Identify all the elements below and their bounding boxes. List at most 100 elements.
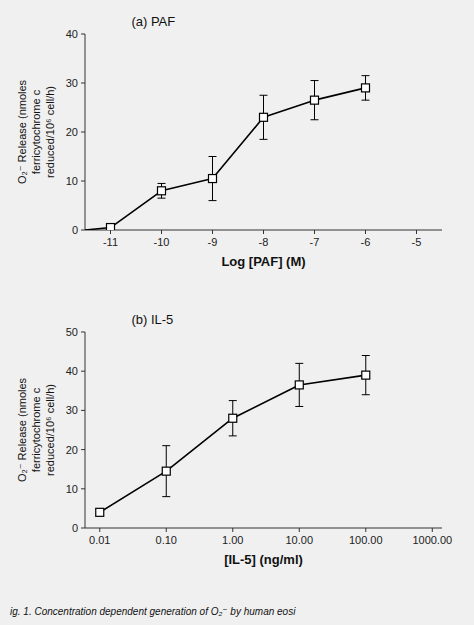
background [0, 0, 474, 625]
error-cap [229, 435, 237, 436]
y-tick [81, 528, 85, 529]
error-cap [229, 400, 237, 401]
y-tick-label: 30 [66, 404, 78, 416]
x-tick-label: 10.00 [286, 534, 314, 546]
y-tick-label: 10 [66, 483, 78, 495]
error-cap [295, 406, 303, 407]
marker [229, 414, 237, 422]
error-bar [158, 183, 166, 198]
error-bar [362, 356, 370, 395]
y-tick [81, 449, 85, 450]
error-cap [362, 355, 370, 356]
x-tick [263, 230, 264, 234]
y-tick [81, 230, 85, 231]
x-tick-label: -5 [412, 236, 422, 248]
x-tick [299, 528, 300, 532]
y-tick [81, 132, 85, 133]
error-cap [209, 156, 217, 157]
panel: 0.01 0.10 1.00 10.00 100.00 1000.00 0 10 20 30 40 5… [16, 312, 452, 567]
x-tick-label: 1.00 [222, 534, 243, 546]
error-bar [311, 81, 319, 120]
y-tick-label: 30 [66, 77, 78, 89]
x-tick-label: -11 [103, 236, 118, 248]
x-tick [212, 230, 213, 234]
y-tick [81, 332, 85, 333]
x-axis-label: Log [PAF] (M) [221, 254, 305, 269]
y-axis [85, 332, 86, 528]
error-bar [162, 446, 170, 497]
x-tick [110, 230, 111, 234]
error-cap [295, 363, 303, 364]
error-cap [158, 183, 166, 184]
marker [209, 175, 217, 183]
error-bar [295, 363, 303, 406]
x-tick [166, 528, 167, 532]
y-tick-label: 10 [66, 175, 78, 187]
x-tick [416, 230, 417, 234]
y-tick-label: 0 [72, 224, 78, 236]
plot-area [96, 356, 370, 517]
y-axis-label: O₂⁻ Release (nmolesferricytochrome credu… [16, 79, 56, 184]
marker [158, 187, 166, 195]
marker [362, 371, 370, 379]
error-cap [158, 198, 166, 199]
y-tick [81, 34, 85, 35]
x-tick [314, 230, 315, 234]
line [100, 375, 366, 512]
plot-area [85, 76, 370, 230]
error-cap [362, 100, 370, 101]
marker [260, 113, 268, 121]
x-axis [85, 528, 442, 529]
error-bar [229, 401, 237, 436]
x-tick-label: -6 [361, 236, 371, 248]
x-tick-label: -8 [259, 236, 269, 248]
x-tick [365, 230, 366, 234]
y-tick-label: 20 [66, 126, 78, 138]
x-tick-label: -10 [154, 236, 170, 248]
marker [107, 224, 115, 230]
line [85, 88, 366, 230]
error-cap [311, 80, 319, 81]
x-tick [232, 528, 233, 532]
marker [96, 508, 104, 516]
x-tick [432, 528, 433, 532]
x-tick-label: 0.10 [156, 534, 177, 546]
y-tick [81, 410, 85, 411]
error-cap [362, 75, 370, 76]
error-cap [260, 95, 268, 96]
title: (b) IL-5 [131, 312, 173, 327]
marker [311, 96, 319, 104]
panel: -11-10-9-8-7-6-5010203040(a) PAFLog [PAF… [16, 14, 442, 269]
x-tick-label: 100.00 [349, 534, 383, 546]
y-tick [81, 83, 85, 84]
x-tick-label: -9 [208, 236, 218, 248]
x-axis-label: [IL-5] (ng/ml) [224, 552, 303, 567]
error-cap [260, 139, 268, 140]
error-cap [362, 394, 370, 395]
y-tick-label: 20 [66, 444, 78, 456]
figure: -11-10-9-8-7-6-5010203040(a) PAFLog [PAF… [0, 0, 474, 625]
title: (a) PAF [131, 14, 175, 29]
error-bar [209, 157, 217, 201]
x-tick [161, 230, 162, 234]
y-tick [81, 181, 85, 182]
y-tick-label: 0 [72, 522, 78, 534]
y-tick-label: 50 [66, 326, 78, 338]
x-tick-label: 0.01 [89, 534, 110, 546]
error-bar [96, 509, 104, 515]
caption: ig. 1. Concentration dependent generatio… [10, 606, 296, 617]
error-cap [162, 445, 170, 446]
error-cap [311, 119, 319, 120]
x-tick-label: 1000.00 [412, 534, 452, 546]
error-bar [362, 76, 370, 101]
error-cap [209, 200, 217, 201]
y-tick [81, 488, 85, 489]
x-tick [99, 528, 100, 532]
x-tick [365, 528, 366, 532]
error-bar [260, 95, 268, 139]
error-cap [162, 496, 170, 497]
y-axis-label: O₂⁻ Release (nmolesferricytochrome credu… [16, 377, 56, 482]
marker [162, 467, 170, 475]
y-tick-label: 40 [66, 365, 78, 377]
marker [295, 381, 303, 389]
